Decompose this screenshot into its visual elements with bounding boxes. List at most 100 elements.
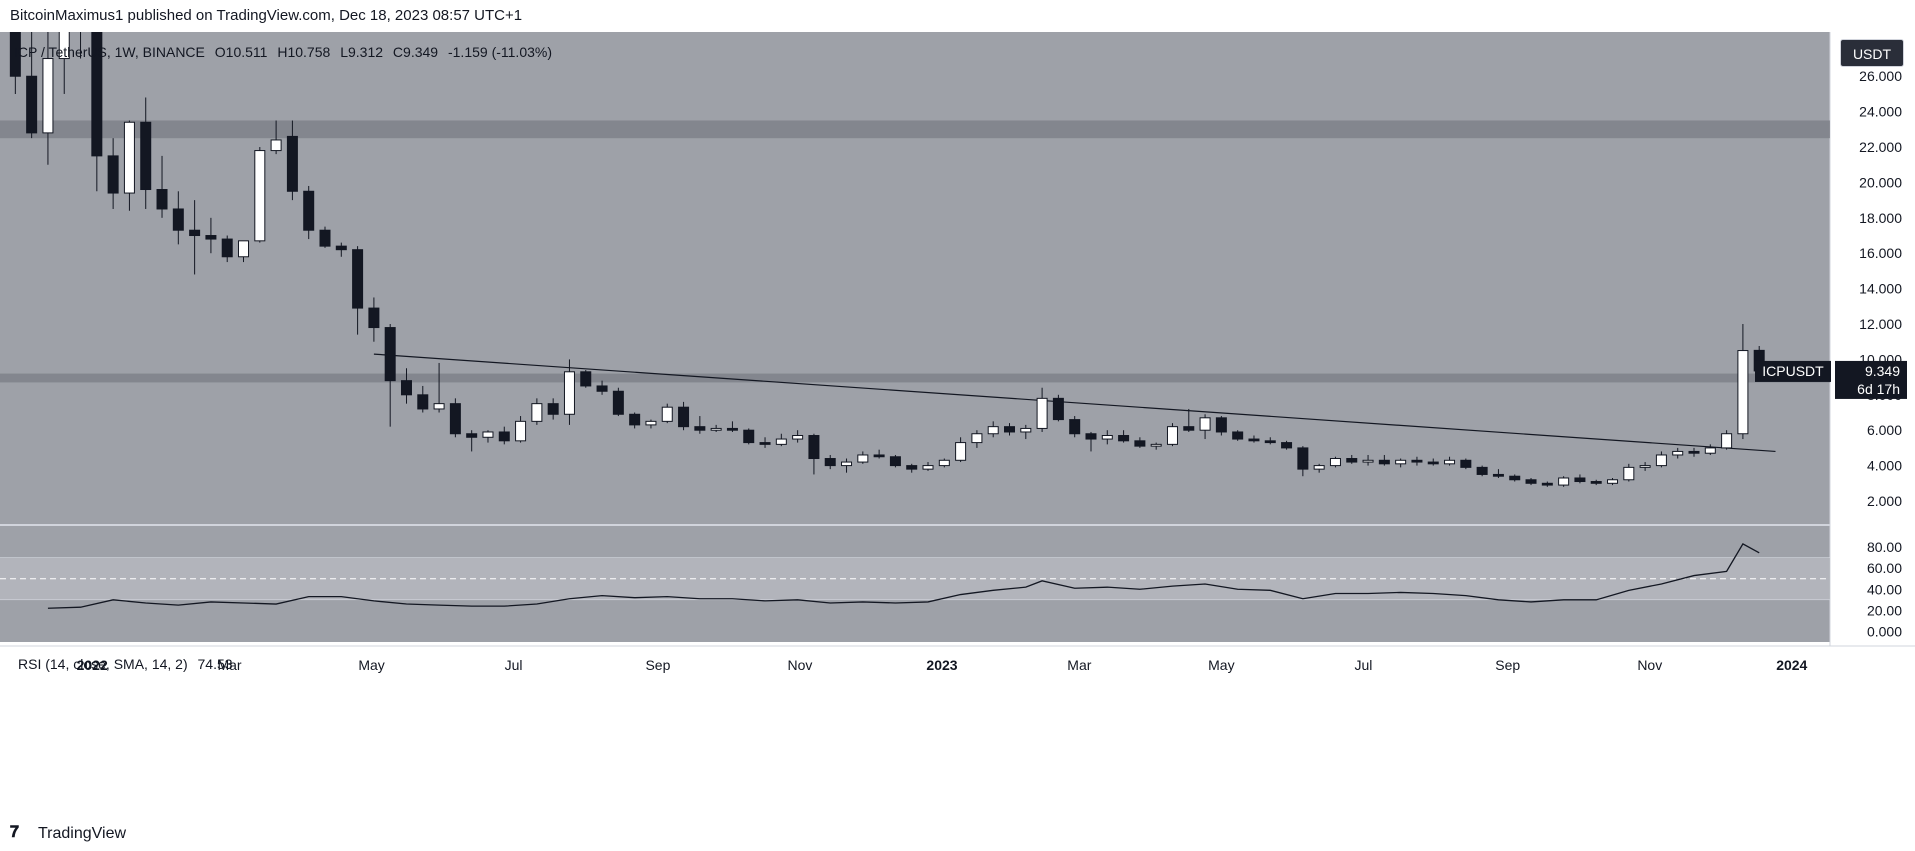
footer-brand[interactable]: TradingView: [38, 825, 127, 842]
candle-bullish[interactable]: [792, 435, 804, 440]
candle-bullish[interactable]: [1639, 465, 1651, 468]
candle-bearish[interactable]: [1378, 459, 1390, 465]
trendline[interactable]: [373, 353, 1776, 453]
candle-bearish[interactable]: [1411, 459, 1423, 463]
candle-bearish[interactable]: [1232, 431, 1244, 440]
candlestick-chart[interactable]: 2.0004.0006.0008.00010.00012.00014.00016…: [0, 32, 1915, 812]
candle-bearish[interactable]: [547, 403, 559, 415]
candle-bullish[interactable]: [1444, 459, 1456, 465]
candle-bullish[interactable]: [563, 371, 575, 415]
candle-bearish[interactable]: [1085, 433, 1097, 440]
candle-bearish[interactable]: [1134, 440, 1146, 447]
candle-bearish[interactable]: [384, 327, 396, 382]
candle-bullish[interactable]: [1150, 443, 1162, 447]
currency-unit-button[interactable]: USDT: [1840, 39, 1904, 67]
candle-bullish[interactable]: [645, 420, 657, 426]
candle-bullish[interactable]: [841, 461, 853, 467]
candle-bullish[interactable]: [971, 433, 983, 444]
candle-bearish[interactable]: [1069, 419, 1081, 435]
candle-bullish[interactable]: [1721, 433, 1733, 449]
candle-bearish[interactable]: [1052, 397, 1064, 421]
candle-bearish[interactable]: [368, 307, 380, 329]
candle-bearish[interactable]: [26, 75, 38, 134]
candle-bearish[interactable]: [678, 406, 690, 428]
candle-bullish[interactable]: [1704, 447, 1716, 454]
candle-bearish[interactable]: [303, 190, 315, 231]
candle-bullish[interactable]: [1395, 459, 1407, 465]
candle-bullish[interactable]: [987, 426, 999, 435]
candle-bearish[interactable]: [1346, 458, 1358, 463]
candle-bearish[interactable]: [319, 229, 331, 247]
candle-bearish[interactable]: [1281, 442, 1293, 449]
candle-bullish[interactable]: [58, 32, 70, 60]
candle-bearish[interactable]: [417, 394, 429, 410]
candle-bearish[interactable]: [1688, 450, 1700, 454]
candle-bullish[interactable]: [661, 406, 673, 422]
candle-bearish[interactable]: [9, 32, 21, 77]
candle-bearish[interactable]: [107, 155, 119, 194]
candle-bearish[interactable]: [400, 380, 412, 396]
candle-bearish[interactable]: [221, 238, 233, 258]
candle-bearish[interactable]: [1183, 426, 1195, 431]
candle-bullish[interactable]: [1558, 477, 1570, 486]
candle-bullish[interactable]: [270, 139, 282, 152]
candle-bullish[interactable]: [1607, 479, 1619, 484]
candle-bearish[interactable]: [1460, 459, 1472, 468]
candle-bullish[interactable]: [254, 150, 266, 242]
candle-bearish[interactable]: [1476, 466, 1488, 475]
candle-bullish[interactable]: [1101, 435, 1113, 440]
candle-bearish[interactable]: [726, 427, 738, 431]
candle-bearish[interactable]: [1264, 440, 1276, 444]
candle-bearish[interactable]: [1427, 461, 1439, 465]
candle-bearish[interactable]: [1509, 475, 1521, 481]
chart-area[interactable]: 2.0004.0006.0008.00010.00012.00014.00016…: [0, 32, 1915, 812]
candle-bullish[interactable]: [857, 454, 869, 463]
candle-bearish[interactable]: [808, 435, 820, 460]
candle-bullish[interactable]: [238, 240, 250, 258]
candle-bearish[interactable]: [498, 431, 510, 442]
candle-bullish[interactable]: [938, 459, 950, 467]
candle-bearish[interactable]: [91, 32, 103, 157]
candle-bearish[interactable]: [1541, 482, 1553, 486]
candle-bullish[interactable]: [955, 442, 967, 461]
candle-bearish[interactable]: [1574, 477, 1586, 483]
price-pane-background[interactable]: [0, 32, 1830, 524]
candle-bullish[interactable]: [1329, 458, 1341, 467]
candle-bearish[interactable]: [1004, 426, 1016, 433]
candle-bearish[interactable]: [743, 429, 755, 444]
candle-bearish[interactable]: [694, 426, 706, 431]
candle-bullish[interactable]: [1313, 465, 1325, 470]
candle-bullish[interactable]: [515, 420, 527, 442]
candle-bearish[interactable]: [466, 433, 478, 438]
candle-bullish[interactable]: [1737, 350, 1749, 435]
candle-bullish[interactable]: [922, 465, 934, 470]
zone-resistance[interactable]: [0, 120, 1830, 139]
zone-support[interactable]: [0, 373, 1830, 383]
candle-bearish[interactable]: [449, 403, 461, 435]
candle-bullish[interactable]: [1362, 459, 1374, 463]
candle-bullish[interactable]: [775, 438, 787, 445]
candle-bearish[interactable]: [596, 385, 608, 392]
candle-bearish[interactable]: [824, 458, 836, 467]
candle-bullish[interactable]: [482, 431, 494, 438]
candle-bullish[interactable]: [123, 121, 135, 194]
candle-bearish[interactable]: [286, 135, 298, 192]
candle-bearish[interactable]: [156, 189, 168, 210]
candle-bearish[interactable]: [172, 208, 184, 231]
candle-bearish[interactable]: [906, 465, 918, 470]
candle-bearish[interactable]: [1525, 479, 1537, 484]
candle-bullish[interactable]: [1199, 417, 1211, 431]
rsi-line[interactable]: [47, 543, 1760, 609]
candle-bearish[interactable]: [873, 454, 885, 458]
candles-group[interactable]: [9, 32, 1765, 487]
candle-bearish[interactable]: [759, 442, 771, 445]
candle-bearish[interactable]: [205, 235, 217, 240]
legend-symbol[interactable]: ICP / TetherUS, 1W, BINANCE: [14, 44, 205, 60]
candle-bullish[interactable]: [1672, 450, 1684, 456]
candle-bearish[interactable]: [1297, 447, 1309, 470]
candle-bearish[interactable]: [580, 371, 592, 387]
candle-bullish[interactable]: [42, 58, 54, 134]
candle-bearish[interactable]: [1118, 435, 1130, 442]
rsi-label[interactable]: RSI (14, close, SMA, 14, 2): [18, 656, 188, 672]
candle-bearish[interactable]: [1215, 417, 1227, 433]
